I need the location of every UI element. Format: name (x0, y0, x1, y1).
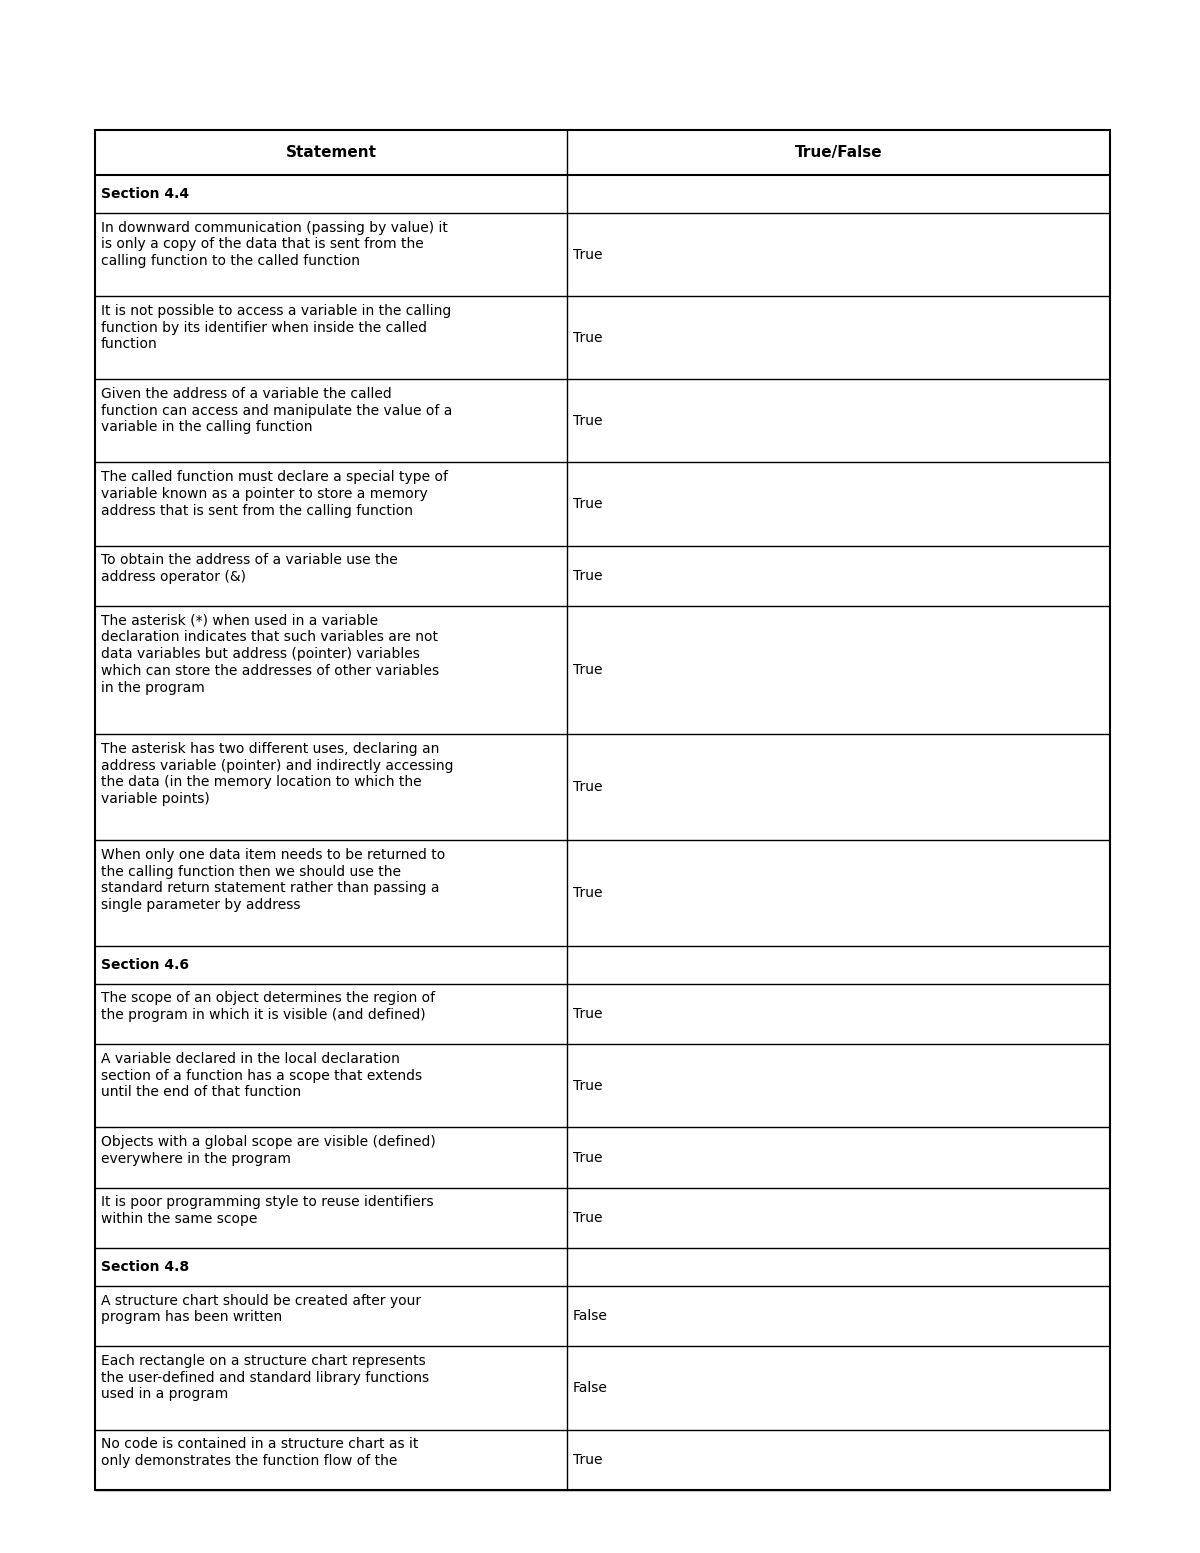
Text: True: True (572, 1079, 602, 1093)
Text: When only one data item needs to be returned to
the calling function then we sho: When only one data item needs to be retu… (101, 848, 445, 912)
Text: A structure chart should be created after your
program has been written: A structure chart should be created afte… (101, 1294, 421, 1325)
Text: True: True (572, 1006, 602, 1020)
Text: True: True (572, 415, 602, 429)
Text: The scope of an object determines the region of
the program in which it is visib: The scope of an object determines the re… (101, 991, 436, 1022)
Text: Section 4.6: Section 4.6 (101, 958, 190, 972)
Text: Section 4.4: Section 4.4 (101, 188, 190, 202)
Text: False: False (572, 1381, 608, 1395)
Bar (95, 130, 1110, 1489)
Text: Section 4.8: Section 4.8 (101, 1259, 190, 1273)
Text: Objects with a global scope are visible (defined)
everywhere in the program: Objects with a global scope are visible … (101, 1135, 436, 1166)
Text: Statement: Statement (286, 144, 377, 160)
Text: It is not possible to access a variable in the calling
function by its identifie: It is not possible to access a variable … (101, 304, 451, 351)
Text: True: True (572, 247, 602, 261)
Text: True: True (572, 887, 602, 901)
Text: In downward communication (passing by value) it
is only a copy of the data that : In downward communication (passing by va… (101, 221, 448, 269)
Text: True: True (572, 568, 602, 582)
Text: Each rectangle on a structure chart represents
the user-defined and standard lib: Each rectangle on a structure chart repr… (101, 1354, 430, 1401)
Text: It is poor programming style to reuse identifiers
within the same scope: It is poor programming style to reuse id… (101, 1196, 433, 1225)
Text: True: True (572, 663, 602, 677)
Text: True/False: True/False (794, 144, 882, 160)
Text: True: True (572, 1452, 602, 1466)
Text: Given the address of a variable the called
function can access and manipulate th: Given the address of a variable the call… (101, 387, 452, 435)
Text: The called function must declare a special type of
variable known as a pointer t: The called function must declare a speci… (101, 471, 448, 517)
Text: To obtain the address of a variable use the
address operator (&): To obtain the address of a variable use … (101, 553, 397, 584)
Text: True: True (572, 780, 602, 794)
Text: True: True (572, 497, 602, 511)
Text: The asterisk has two different uses, declaring an
address variable (pointer) and: The asterisk has two different uses, dec… (101, 742, 454, 806)
Text: True: True (572, 1151, 602, 1165)
Text: False: False (572, 1309, 608, 1323)
Text: A variable declared in the local declaration
section of a function has a scope t: A variable declared in the local declara… (101, 1051, 422, 1100)
Text: True: True (572, 1211, 602, 1225)
Text: No code is contained in a structure chart as it
only demonstrates the function f: No code is contained in a structure char… (101, 1437, 419, 1468)
Text: True: True (572, 331, 602, 345)
Text: The asterisk (*) when used in a variable
declaration indicates that such variabl: The asterisk (*) when used in a variable… (101, 613, 439, 694)
